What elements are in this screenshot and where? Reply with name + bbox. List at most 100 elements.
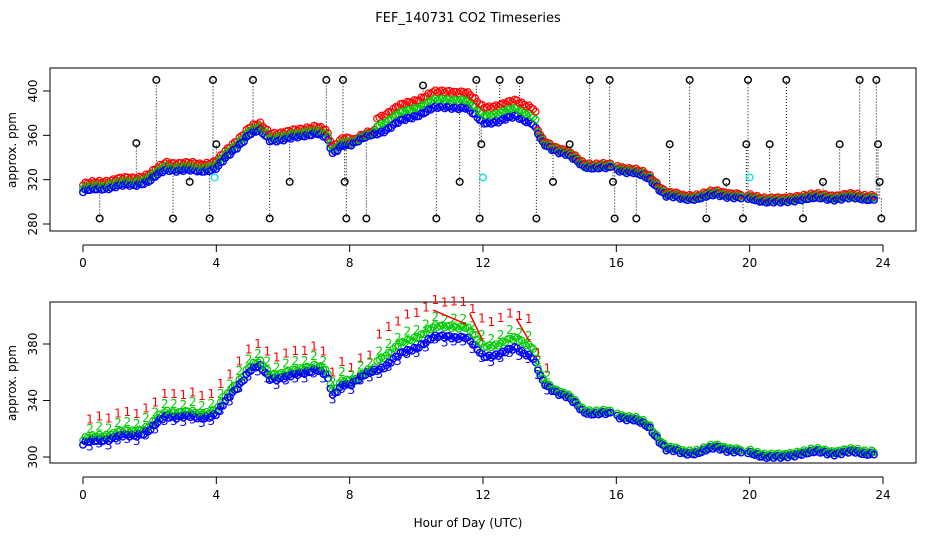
series-3-label: 3 [413, 346, 421, 360]
y-tick-label: 380 [26, 333, 40, 356]
series-3-label: 3 [208, 414, 216, 428]
x-tick-label: 24 [875, 488, 890, 502]
series-1-label: 1 [273, 351, 281, 365]
series-2-point [356, 369, 365, 378]
x-tick-label: 16 [609, 256, 624, 270]
series-2-label: 2 [180, 398, 188, 412]
series-2-label: 2 [329, 375, 337, 389]
series-1-label: 1 [534, 346, 542, 360]
series-2-point [452, 323, 461, 331]
series-2-point [375, 355, 384, 364]
top-plot-frame [49, 67, 917, 232]
series-1-label: 1 [450, 294, 458, 308]
spike-point [185, 177, 194, 186]
spike-point [339, 75, 348, 84]
series-2-label: 2 [310, 349, 318, 363]
series-1-label: 1 [96, 409, 104, 423]
series-2-label: 2 [264, 354, 272, 368]
spike-point [685, 75, 694, 84]
spike-point [285, 177, 294, 186]
bottom-plot-frame [49, 301, 917, 464]
series-2-label: 2 [357, 358, 365, 372]
series-1-point [529, 105, 538, 113]
series-1-label: 1 [161, 387, 169, 401]
series-3-point [870, 450, 878, 459]
series-3-label: 3 [198, 416, 206, 430]
series-2-label: 2 [432, 310, 440, 324]
series-3-point [186, 413, 195, 422]
spike-point [495, 75, 504, 84]
series-3-point [548, 387, 556, 396]
series-3-label: 3 [114, 433, 122, 447]
spike-point [742, 140, 751, 149]
series-2-label: 2 [292, 354, 300, 368]
top-y-axis: 280 320 360 400 [26, 80, 51, 235]
series-3-label: 3 [282, 374, 290, 388]
series-3-label: 3 [226, 395, 234, 409]
series-2-label: 2 [385, 337, 393, 351]
series-3-label: 3 [245, 370, 253, 384]
x-axis-label: Hour of Day (UTC) [414, 516, 523, 530]
x-tick-label: 4 [213, 488, 221, 502]
series-1-label: 1 [301, 344, 309, 358]
series-3-point [485, 351, 493, 360]
bottom-y-axis-label: approx. ppm [5, 345, 19, 421]
series-1-label: 1 [460, 295, 468, 309]
spike-point [342, 214, 351, 223]
spike-point [208, 75, 217, 84]
series-2-point [214, 402, 223, 411]
series-2-label: 2 [189, 395, 197, 409]
series-3-point [212, 411, 220, 420]
series-2-point [737, 446, 745, 455]
series-3-label: 3 [460, 335, 468, 349]
series-1-label: 1 [133, 407, 141, 421]
series-2-point [186, 408, 195, 417]
series-2-label: 2 [198, 399, 206, 413]
series-1-label: 1 [506, 306, 514, 320]
spike-point [744, 75, 753, 84]
top-panel: 0 4 8 12 16 20 24 280 320 360 400 approx. ppm [5, 67, 917, 270]
series-3-point [545, 383, 554, 391]
series-3-label: 3 [105, 439, 113, 453]
series-1-label: 1 [254, 337, 262, 351]
series-2-point [870, 448, 878, 457]
series-3-label: 3 [544, 384, 552, 398]
series-2-label: 2 [413, 323, 421, 337]
series-2-label: 2 [516, 326, 524, 340]
top-y-axis-label: approx. ppm [5, 112, 19, 188]
series-3-label: 3 [348, 383, 356, 397]
series-2-point [123, 426, 132, 434]
series-2-point [235, 375, 244, 384]
series-1-label: 1 [124, 405, 132, 419]
series-3-label: 3 [516, 349, 524, 363]
spike-point [782, 75, 791, 84]
series-3-point [104, 437, 113, 445]
series-2-point [643, 421, 652, 429]
series-3-label: 3 [478, 351, 486, 365]
series-1-label: 1 [544, 362, 552, 376]
series-2-label: 2 [124, 415, 132, 429]
series-1-point [517, 98, 526, 107]
x-tick-label: 20 [742, 256, 757, 270]
series-2-label: 2 [497, 328, 505, 342]
bottom-x-axis: 0 4 8 12 16 20 24 [79, 476, 891, 502]
spike-point [455, 177, 464, 186]
series-2-label: 2 [236, 364, 244, 378]
series-2-point [426, 325, 435, 334]
series-2-point [242, 366, 251, 374]
series-3-point [347, 381, 356, 390]
y-tick-label: 320 [26, 168, 40, 191]
series-3-label: 3 [180, 415, 188, 429]
series-3-label: 3 [357, 373, 365, 387]
series-2-label: 2 [152, 405, 160, 419]
series-1-point [524, 101, 533, 110]
series-3-label: 3 [422, 340, 430, 354]
series-2-label: 2 [226, 377, 234, 391]
series-2-label: 2 [105, 421, 113, 435]
series-1-label: 1 [114, 406, 122, 420]
series-3-label: 3 [273, 378, 281, 392]
series-1-label: 1 [180, 388, 188, 402]
y-tick-label: 400 [26, 80, 40, 103]
series-2-label: 2 [441, 312, 449, 326]
series-2-point [536, 369, 545, 378]
